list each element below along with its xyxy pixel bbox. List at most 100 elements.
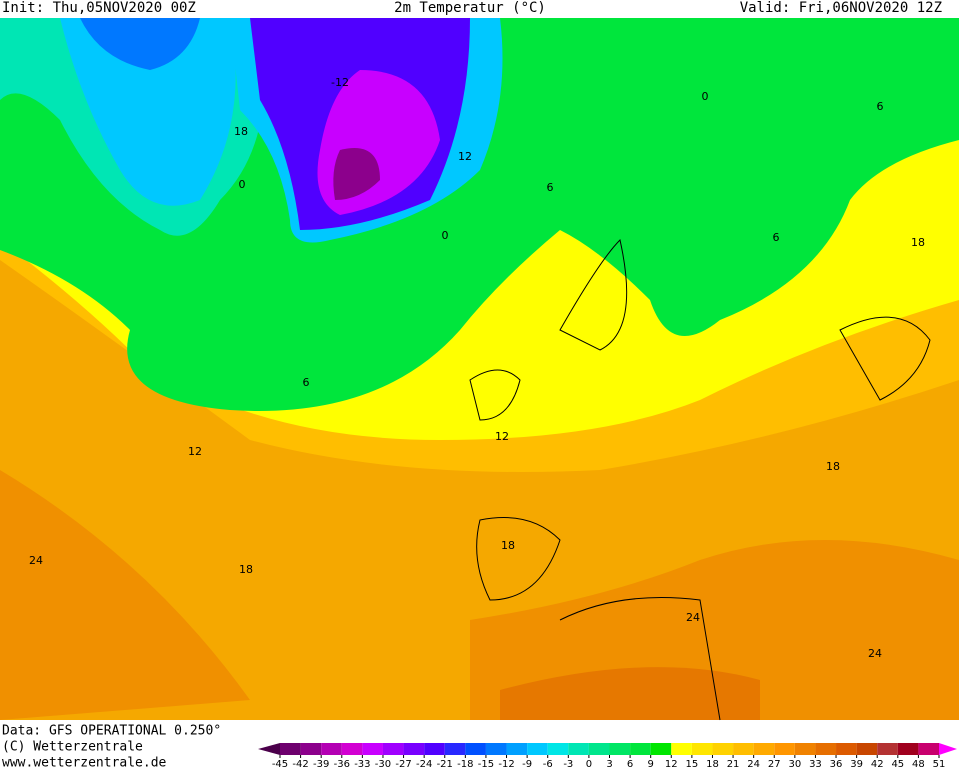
colorbar-label: 6 [627, 759, 633, 770]
colorbar-label: 33 [809, 759, 822, 770]
colorbar-segment [280, 743, 301, 755]
colorbar-segment [650, 743, 672, 755]
valid-time: Valid: Fri,06NOV2020 12Z [740, 0, 942, 16]
colorbar-label: 27 [768, 759, 781, 770]
contour-label: 6 [877, 100, 884, 113]
contour-label: 12 [458, 150, 472, 163]
contour-label: 0 [239, 178, 246, 191]
contour-label: 24 [868, 647, 882, 660]
coastline [469, 239, 931, 421]
contour-label: -12 [331, 76, 349, 89]
colorbar-segment [815, 743, 837, 755]
colorbar-segment [465, 743, 486, 755]
colorbar-label: 51 [933, 759, 946, 770]
colorbar-label: -18 [457, 759, 473, 770]
colorbar-segment [774, 743, 795, 755]
colorbar-segment [836, 743, 857, 755]
colorbar-segment [753, 743, 775, 755]
contour-label: 0 [442, 229, 449, 242]
contour-label: 6 [773, 231, 780, 244]
map [0, 18, 959, 721]
colorbar-label: 45 [891, 759, 904, 770]
colorbar-label: -45 [272, 759, 288, 770]
colorbar-label: -42 [292, 759, 308, 770]
warm-area [0, 470, 250, 720]
colorbar-segment [424, 743, 445, 755]
contour-label: 18 [501, 539, 515, 552]
colorbar-segment [300, 743, 322, 755]
contour-label: 12 [188, 445, 202, 458]
colorbar-segment [362, 743, 383, 755]
colorbar-segment [609, 743, 631, 755]
contour-label: 24 [686, 611, 700, 624]
url: www.wetterzentrale.de [2, 756, 167, 770]
colorbar-label: -30 [375, 759, 391, 770]
colorbar-label: -27 [395, 759, 411, 770]
colorbar-label: -33 [354, 759, 370, 770]
contour-label: 18 [911, 236, 925, 249]
colorbar-label: 39 [850, 759, 863, 770]
colorbar-label: -21 [437, 759, 453, 770]
very-cold-area [60, 18, 236, 206]
colorbar-label: -36 [334, 759, 350, 770]
colorbar-end [939, 743, 957, 755]
colorbar-segment [691, 743, 713, 755]
colorbar-label: 42 [871, 759, 884, 770]
data-source: Data: GFS OPERATIONAL 0.250° [2, 724, 221, 739]
colorbar-segment [794, 743, 816, 755]
contour-label: 18 [826, 460, 840, 473]
colorbar-segment [547, 743, 569, 755]
very-cold-area [80, 18, 200, 70]
colorbar-label: 30 [788, 759, 801, 770]
colorbar-end [258, 743, 280, 755]
colorbar-label: 0 [586, 759, 592, 770]
colorbar-label: -9 [522, 759, 532, 770]
colorbar-segment [918, 743, 939, 755]
contour-label: 12 [495, 430, 509, 443]
map-title: 2m Temperatur (°C) [394, 0, 546, 16]
colorbar-label: -6 [543, 759, 553, 770]
colorbar-label: 24 [747, 759, 760, 770]
colorbar-label: -39 [313, 759, 329, 770]
colorbar-segment [382, 743, 404, 755]
colorbar-segment [506, 743, 528, 755]
colorbar-label: 3 [606, 759, 612, 770]
colorbar-label: -24 [416, 759, 432, 770]
colorbar-segment [712, 743, 734, 755]
colorbar: -45 -42 -39 -36 -33 -30 -27 -24 -21 -18 -15 -12 -9 -6… [258, 743, 957, 770]
colorbar-label: -3 [563, 759, 573, 770]
colorbar-segment [403, 743, 425, 755]
contour-label: 0 [702, 90, 709, 103]
contour-label: 18 [239, 563, 253, 576]
colorbar-label: 12 [665, 759, 678, 770]
colorbar-segment [877, 743, 898, 755]
colorbar-segment [568, 743, 589, 755]
colorbar-label: -12 [498, 759, 514, 770]
colorbar-label: 48 [912, 759, 925, 770]
colorbar-label: 18 [706, 759, 719, 770]
ice-area [333, 148, 380, 200]
colorbar-segment [485, 743, 507, 755]
colorbar-segment [897, 743, 919, 755]
contour-label: 6 [303, 376, 310, 389]
colorbar-segment [321, 743, 342, 755]
colorbar-label: -15 [478, 759, 494, 770]
colorbar-label: 36 [830, 759, 843, 770]
hot-area [500, 667, 760, 720]
colorbar-label: 21 [727, 759, 740, 770]
contour-labels: -12 12 18 0 0 6 0 6 6 18 6 12 12 18 18 18 24 24 24 [29, 76, 925, 660]
colorbar-segment [588, 743, 610, 755]
colorbar-segment [341, 743, 363, 755]
colorbar-label: 15 [686, 759, 699, 770]
contour-label: 18 [234, 125, 248, 138]
contour-label: 24 [29, 554, 43, 567]
colorbar-segment [527, 743, 548, 755]
colorbar-label: 9 [648, 759, 654, 770]
colorbar-segment [856, 743, 878, 755]
colorbar-segment [630, 743, 651, 755]
contour-label: 6 [547, 181, 554, 194]
colorbar-segment [733, 743, 754, 755]
coastline [476, 517, 721, 721]
